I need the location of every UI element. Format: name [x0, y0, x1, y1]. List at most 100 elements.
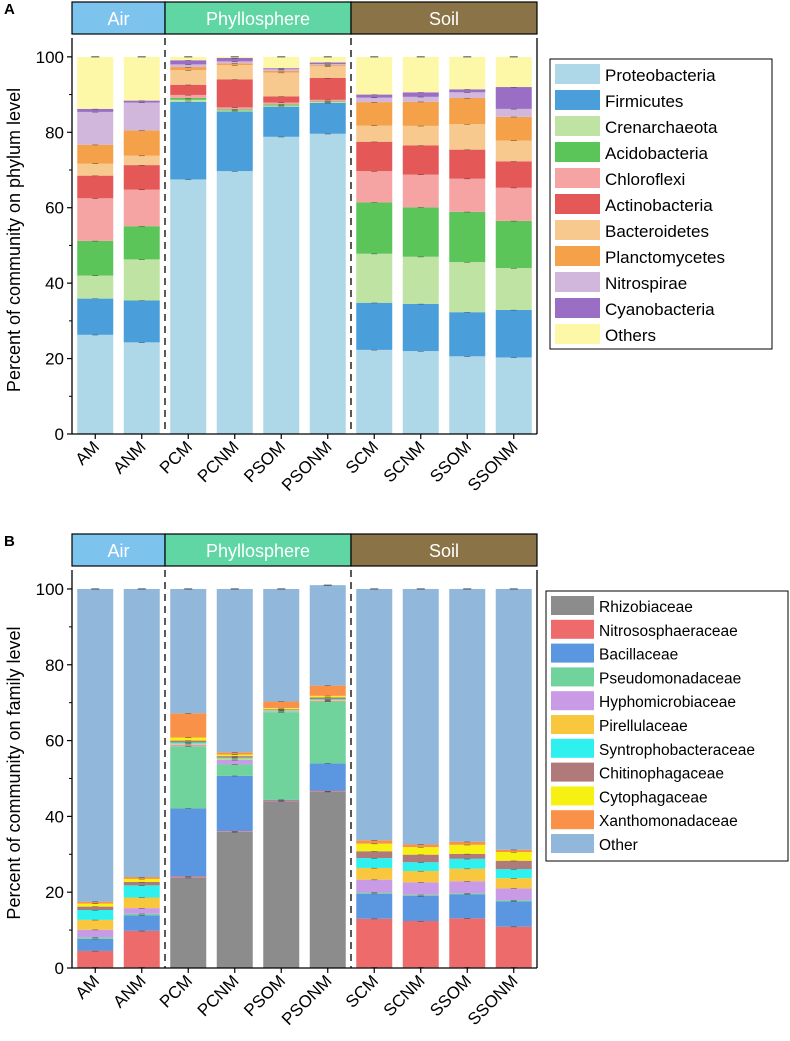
bar-segment: [77, 240, 114, 276]
bar-segment: [216, 757, 253, 759]
bar-segment: [170, 179, 207, 434]
bar-segment: [77, 175, 114, 199]
bar-segment: [495, 140, 532, 162]
bar-segment: [123, 100, 160, 103]
y-tick-label: 60: [45, 199, 64, 218]
bar-segment: [123, 130, 160, 156]
bar-segment: [402, 870, 439, 883]
bar-segment: [77, 901, 114, 904]
bar-segment: [402, 256, 439, 304]
bar-segment: [263, 68, 300, 70]
legend-label: Other: [599, 837, 638, 854]
legend-swatch: [555, 90, 600, 110]
bar-segment: [123, 885, 160, 898]
bar-segment: [216, 171, 253, 435]
legend-swatch: [551, 762, 594, 782]
bar-segment: [449, 56, 486, 90]
bar-segment: [216, 79, 253, 108]
bar-segment: [495, 588, 532, 850]
bar-segment: [449, 844, 486, 854]
bar-segment: [216, 756, 253, 758]
bar-segment: [356, 302, 393, 350]
bar-segment: [402, 882, 439, 895]
bar-segment: [263, 588, 300, 702]
legend-label: Chitinophagaceae: [599, 766, 724, 783]
x-tick-label: ANM: [109, 971, 149, 1011]
bar-segment: [216, 65, 253, 80]
bar-segment: [449, 356, 486, 434]
bar-segment: [263, 801, 300, 968]
legend-swatch: [551, 691, 594, 711]
bar-segment: [77, 906, 114, 911]
bar-segment: [309, 701, 346, 764]
y-tick-label: 0: [55, 959, 64, 978]
bar-segment: [263, 105, 300, 107]
bar-segment: [356, 840, 393, 844]
bar-segment: [356, 97, 393, 103]
bar-segment: [356, 858, 393, 868]
bar-segment: [77, 334, 114, 434]
y-tick-label: 80: [45, 123, 64, 142]
y-tick-label: 80: [45, 656, 64, 675]
bar-segment: [170, 84, 207, 95]
x-tick-label: SCNM: [380, 971, 429, 1020]
x-tick-label: PCNM: [194, 437, 243, 486]
bar-segment: [263, 102, 300, 105]
bar-segment: [170, 744, 207, 747]
bar-segment: [170, 64, 207, 68]
bar-segment: [402, 92, 439, 97]
legend-label: Crenarchaeota: [605, 118, 718, 137]
group-header-label: Phyllosphere: [206, 9, 310, 29]
bar-segment: [77, 111, 114, 145]
legend-swatch: [551, 834, 594, 853]
bar-segment: [170, 60, 207, 65]
bar-segment: [402, 101, 439, 126]
bar-segment: [77, 938, 114, 951]
bar-segment: [123, 915, 160, 931]
bar-segment: [216, 764, 253, 776]
legend-label: Planctomycetes: [605, 248, 725, 267]
bar-segment: [309, 64, 346, 66]
panel-A: A Air Phyllosphere Soil 0 20 40 60 80 100 Percent …: [4, 1, 773, 495]
bar-segment: [449, 178, 486, 212]
bar-segment: [170, 94, 207, 98]
y-tick-label: 100: [36, 48, 64, 67]
bar-segment: [77, 198, 114, 241]
bar-segment: [123, 189, 160, 227]
group-header-label: Air: [108, 541, 130, 561]
bar-segment: [495, 900, 532, 902]
bar-segment: [77, 298, 114, 335]
legend-label: Proteobacteria: [605, 66, 716, 85]
group-header-soil: [350, 1, 538, 35]
x-tick-label: SCM: [342, 971, 382, 1011]
bar-segment: [449, 893, 486, 895]
bar-segment: [495, 849, 532, 853]
bar-segment: [402, 847, 439, 855]
bar-segment: [263, 96, 300, 103]
bar-segment: [356, 892, 393, 894]
bar-segment: [170, 70, 207, 85]
legend-label: Bacteroidetes: [605, 222, 709, 241]
bar-segment: [402, 862, 439, 871]
bar-segment: [77, 950, 114, 968]
legend-swatch: [555, 220, 600, 240]
bar-segment: [449, 853, 486, 859]
bar-segment: [170, 101, 207, 180]
y-tick-label: 100: [36, 580, 64, 599]
bar-segment: [123, 877, 160, 879]
bar-segment: [216, 110, 253, 112]
bar-segment: [495, 901, 532, 927]
legend-label: Pirellulaceae: [599, 718, 688, 735]
bar-segment: [77, 163, 114, 176]
bar-segment: [402, 844, 439, 848]
bar-segment: [495, 860, 532, 870]
bar-segment: [263, 69, 300, 71]
bar-segment: [356, 171, 393, 203]
bar-segment: [170, 713, 207, 738]
x-tick-label: PSONM: [278, 437, 336, 495]
bar-segment: [356, 851, 393, 859]
bar-segment: [170, 877, 207, 968]
y-axis-label: Percent of community on phylum level: [4, 88, 24, 392]
legend-label: Bacillaceae: [599, 647, 678, 664]
bar-segment: [309, 56, 346, 63]
